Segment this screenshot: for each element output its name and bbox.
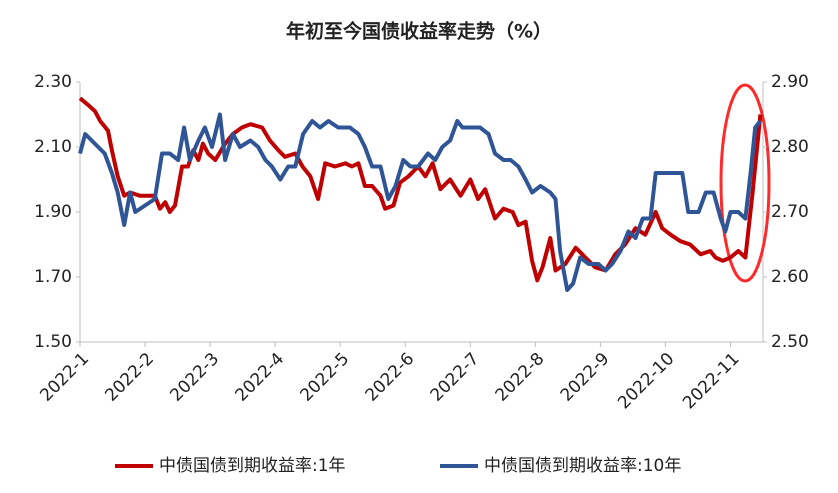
highlight-ellipse bbox=[719, 83, 771, 283]
x-tick-label: 2022-10 bbox=[614, 349, 678, 413]
x-tick-label: 2022-1 bbox=[36, 349, 93, 406]
x-tick-label: 2022-11 bbox=[679, 349, 743, 413]
y-tick-label: 1.50 bbox=[34, 332, 72, 352]
y2-tick-label: 2.90 bbox=[771, 72, 809, 92]
y-tick-label: 2.30 bbox=[34, 72, 72, 92]
line-series bbox=[78, 112, 762, 292]
x-tick-label: 2022-5 bbox=[297, 349, 354, 406]
y2-tick-label: 2.50 bbox=[771, 332, 809, 352]
y2-tick-label: 2.70 bbox=[771, 202, 809, 222]
y-tick-label: 2.10 bbox=[34, 137, 72, 157]
legend-label: 中债国债到期收益率:10年 bbox=[484, 456, 681, 476]
y2-tick-label: 2.60 bbox=[771, 267, 809, 287]
x-tick-label: 2022-2 bbox=[101, 349, 158, 406]
chart-title: 年初至今国债收益率走势（%） bbox=[286, 20, 552, 43]
x-tick-label: 2022-6 bbox=[362, 349, 419, 406]
legend-label: 中债国债到期收益率:1年 bbox=[159, 456, 346, 476]
x-tick-label: 2022-7 bbox=[427, 349, 484, 406]
y2-tick-label: 2.80 bbox=[771, 137, 809, 157]
x-tick-label: 2022-3 bbox=[166, 349, 223, 406]
y-tick-label: 1.70 bbox=[34, 267, 72, 287]
y-tick-label: 1.90 bbox=[34, 202, 72, 222]
line-series bbox=[78, 96, 763, 283]
x-tick-label: 2022-4 bbox=[231, 349, 288, 406]
x-tick-label: 2022-9 bbox=[557, 349, 614, 406]
x-tick-label: 2022-8 bbox=[492, 349, 549, 406]
